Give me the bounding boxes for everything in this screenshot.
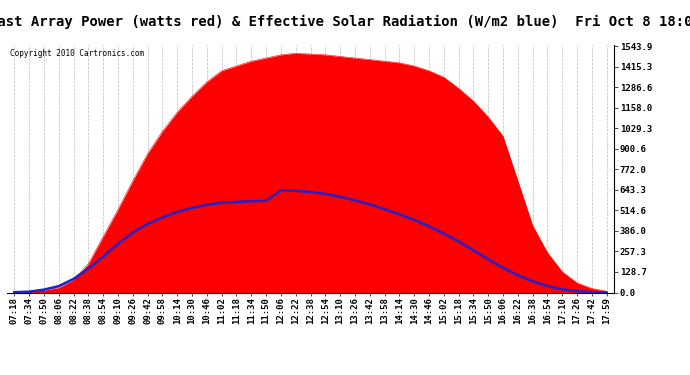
Text: East Array Power (watts red) & Effective Solar Radiation (W/m2 blue)  Fri Oct 8 : East Array Power (watts red) & Effective…: [0, 15, 690, 28]
Text: Copyright 2010 Cartronics.com: Copyright 2010 Cartronics.com: [10, 49, 144, 58]
